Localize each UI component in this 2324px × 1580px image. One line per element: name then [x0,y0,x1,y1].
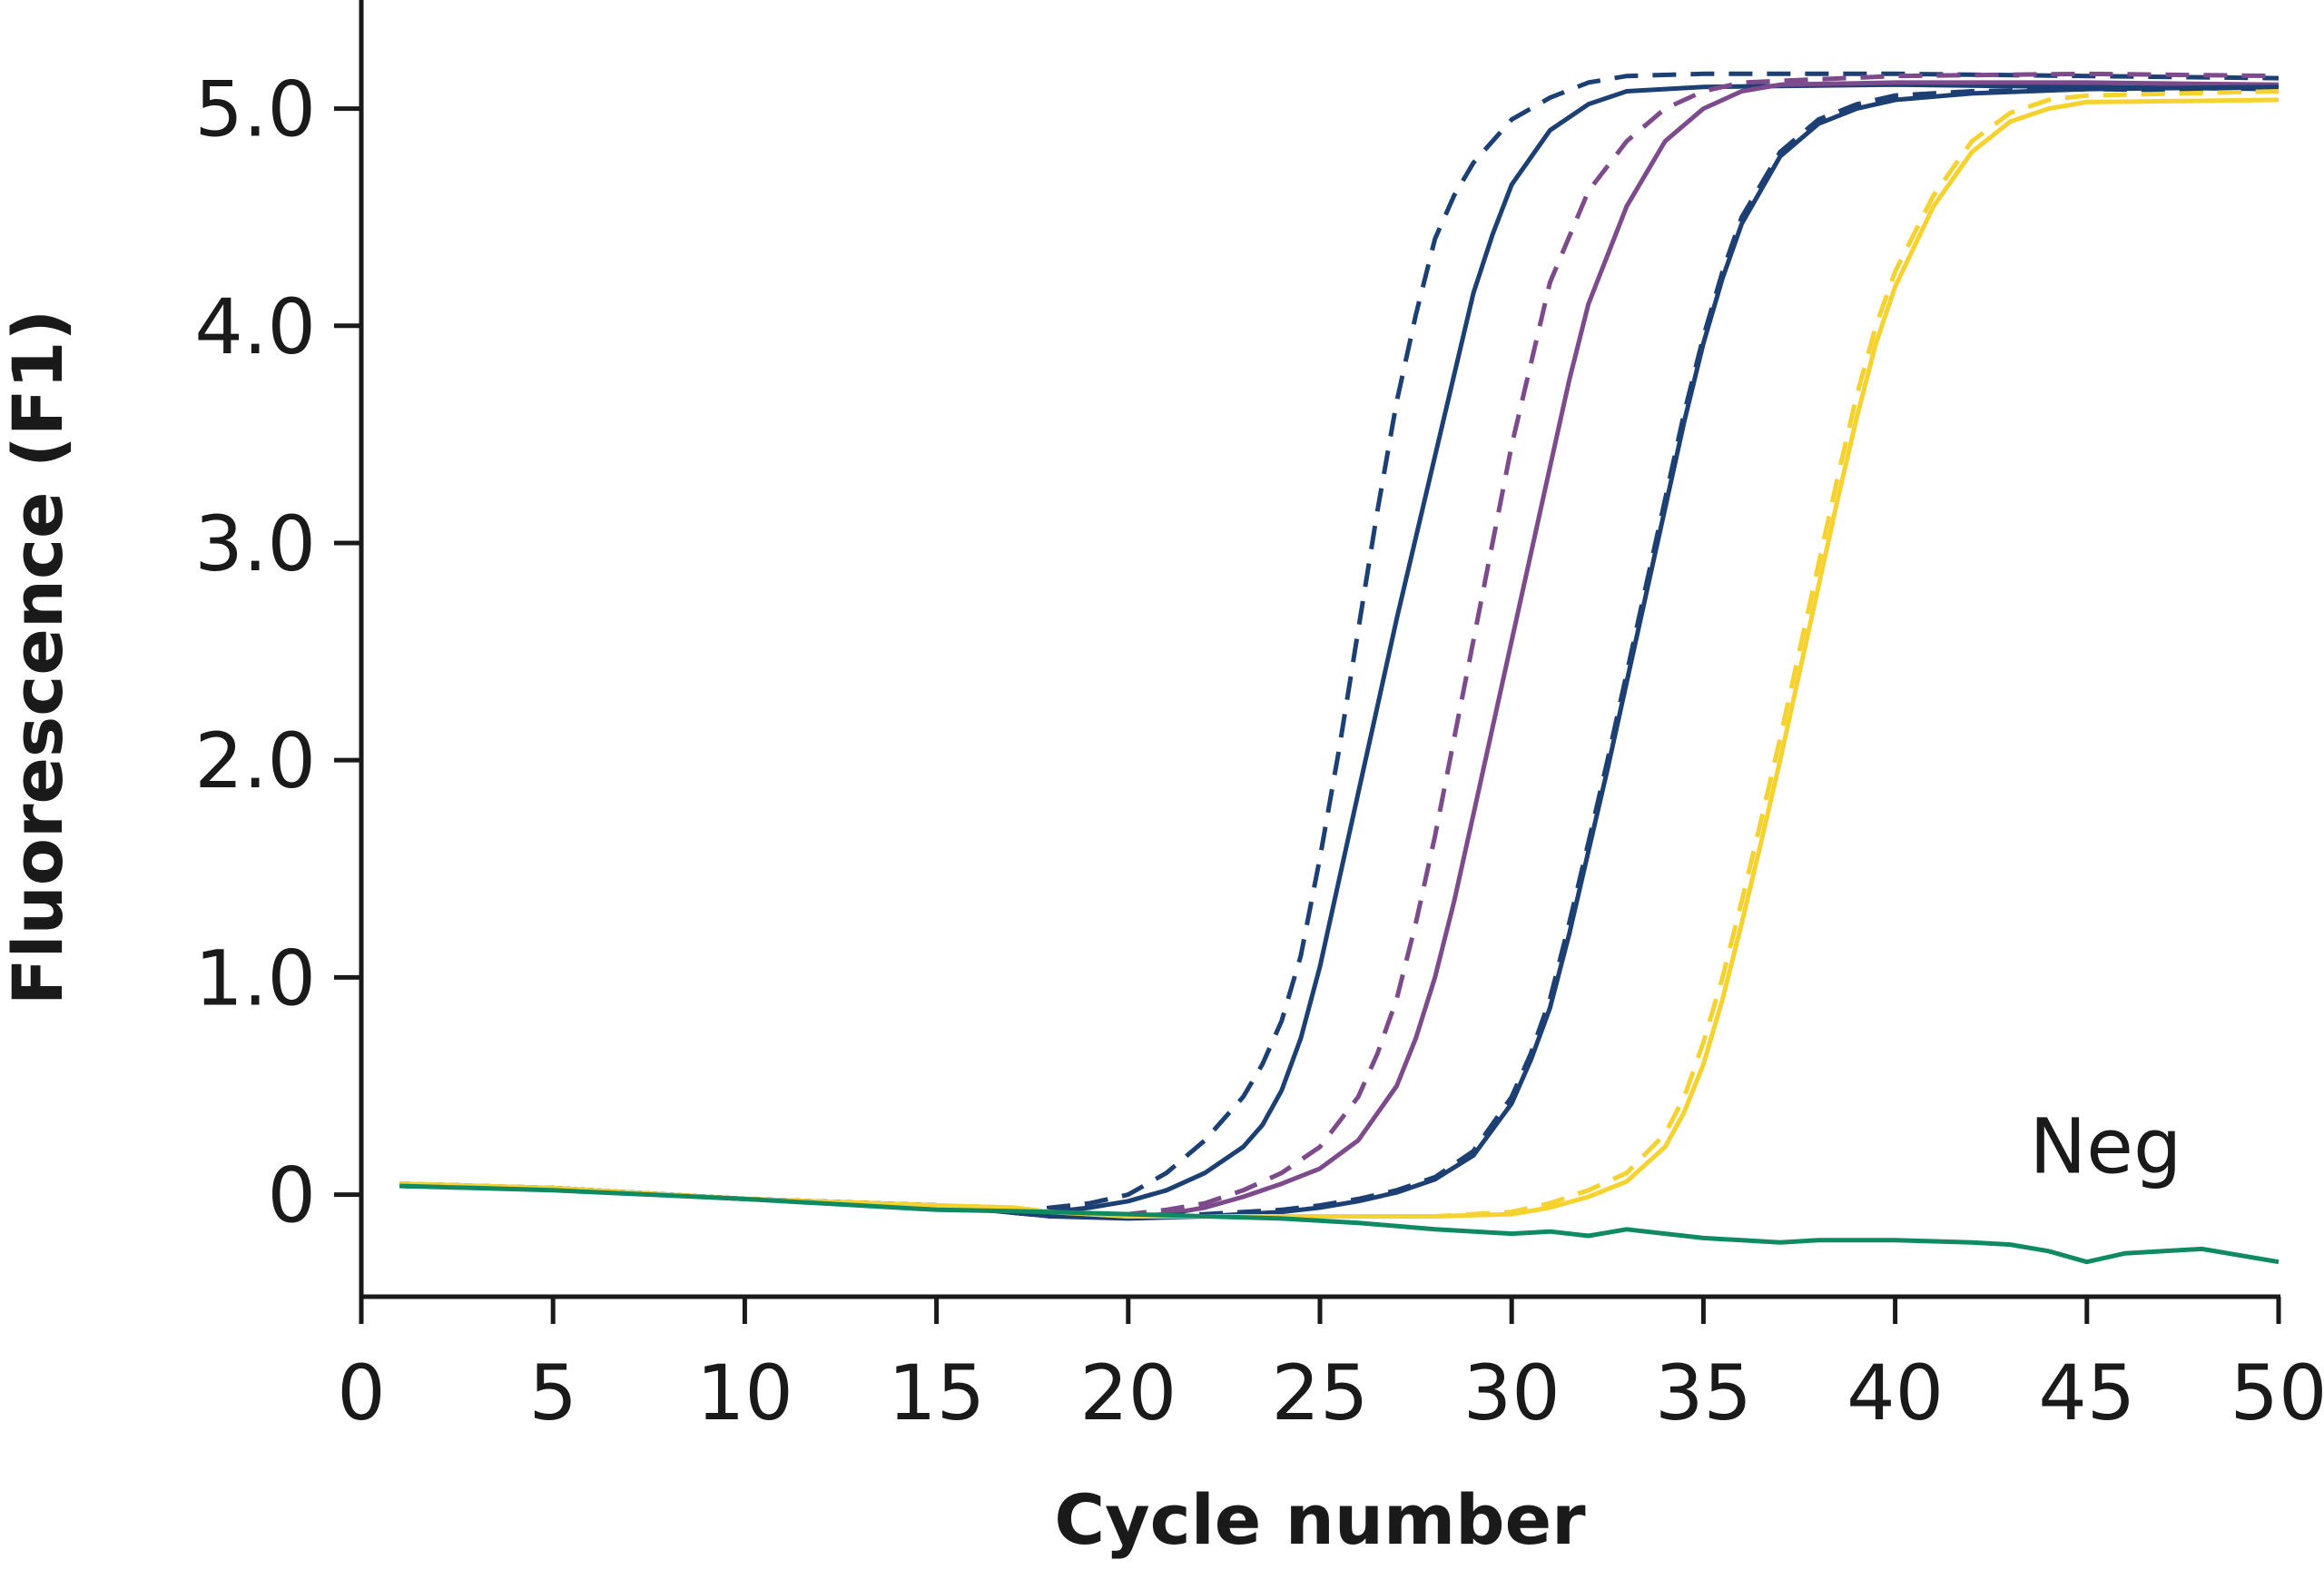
x-tick-label: 10 [696,1348,793,1437]
series-line-neg [399,1183,2280,1265]
annotation-label: Neg [2029,1102,2181,1191]
series-line-blue-dashed-1 [399,71,2280,1215]
y-tick-label: 5.0 [194,65,316,154]
series-line-purple-dashed [399,71,2280,1219]
x-tick-label: 5 [528,1348,576,1437]
x-tick-label: 15 [888,1348,985,1437]
x-tick-label: 30 [1463,1348,1561,1437]
axes [359,0,2280,1299]
y-tick-label: 3.0 [194,499,316,588]
series-lines [399,71,2280,1265]
x-ticks: 0 5 10 15 20 25 30 35 40 45 50 [337,1297,2324,1437]
series-line-blue-solid-1 [399,82,2280,1215]
annotations: Neg [2029,1102,2181,1191]
y-tick-label: 2.0 [194,716,316,805]
x-tick-label: 50 [2230,1348,2324,1437]
y-axis-title: Fluorescence (F1) [0,310,78,1006]
x-tick-label: 40 [1846,1348,1944,1437]
x-tick-label: 0 [337,1348,385,1437]
x-axis-title: Cycle number [1054,1479,1586,1560]
series-line-navy-dashed [399,86,2280,1219]
x-tick-label: 35 [1655,1348,1752,1437]
y-tick-label: 0 [268,1151,316,1240]
series-line-purple-solid [399,80,2280,1219]
series-line-yellow-dashed [399,89,2280,1219]
y-tick-label: 4.0 [194,282,316,371]
x-tick-label: 20 [1079,1348,1177,1437]
y-ticks: 0 1.0 2.0 3.0 4.0 5.0 [194,65,361,1240]
series-line-yellow-solid [399,97,2280,1219]
series-line-navy-solid [399,84,2280,1221]
y-tick-label: 1.0 [194,933,316,1022]
x-tick-label: 45 [2038,1348,2135,1437]
x-tick-label: 25 [1272,1348,1369,1437]
